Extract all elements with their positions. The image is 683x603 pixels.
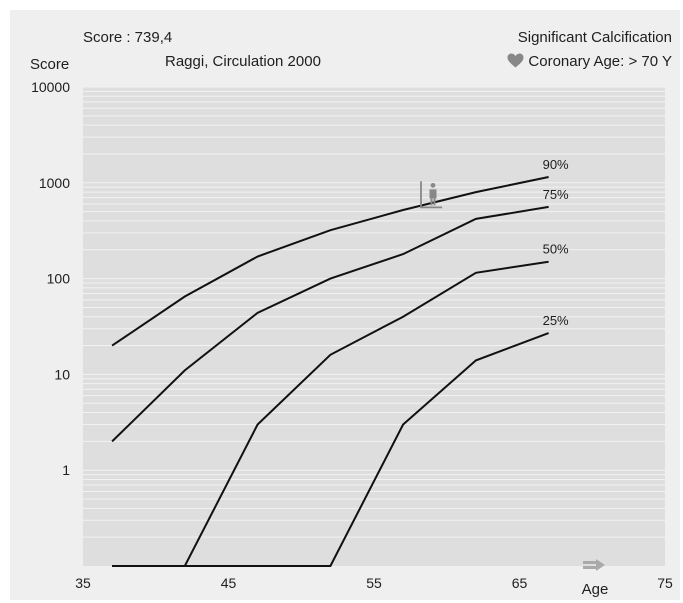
series-label: 25% xyxy=(543,313,569,328)
chart-frame: 1 10 100 1000 10000 35 45 55 65 75 90% 75% 50% 25% … xyxy=(10,10,680,600)
x-tick-label: 45 xyxy=(221,575,237,591)
x-tick-label: 75 xyxy=(657,575,673,591)
y-tick-label: 10 xyxy=(54,366,70,382)
y-tick-label: 10000 xyxy=(31,79,70,95)
patient-marker xyxy=(420,181,442,209)
coronary-age-text: Coronary Age: > 70 Y xyxy=(528,53,672,70)
y-axis-label: Score xyxy=(30,56,69,73)
patient-marker-icon xyxy=(420,181,442,209)
series-layer: 90% 75% 50% 25% xyxy=(111,157,569,567)
plot-area xyxy=(83,87,665,566)
score-value: Score : 739,4 xyxy=(83,29,173,46)
x-tick-label: 35 xyxy=(75,575,91,591)
x-axis-label: Age xyxy=(582,581,609,598)
series-line xyxy=(111,205,549,443)
series-line xyxy=(111,176,549,347)
series-label: 75% xyxy=(543,187,569,202)
reference-text: Raggi, Circulation 2000 xyxy=(165,53,321,70)
series-label: 50% xyxy=(543,242,569,257)
series-line xyxy=(112,332,549,567)
series-label: 90% xyxy=(543,157,569,172)
coronary-age-row: Coronary Age: > 70 Y xyxy=(507,53,672,72)
minor-gridlines xyxy=(83,90,665,538)
x-axis-ticks: 35 45 55 65 75 xyxy=(75,575,673,591)
y-axis-ticks: 1 10 100 1000 10000 xyxy=(31,79,70,478)
heart-icon xyxy=(507,53,524,72)
y-tick-label: 1 xyxy=(62,462,70,478)
arrow-icon xyxy=(583,559,605,571)
y-tick-label: 100 xyxy=(47,271,71,287)
x-tick-label: 55 xyxy=(366,575,382,591)
calcification-status: Significant Calcification xyxy=(517,29,672,46)
x-tick-label: 65 xyxy=(512,575,528,591)
y-tick-label: 1000 xyxy=(39,175,70,191)
